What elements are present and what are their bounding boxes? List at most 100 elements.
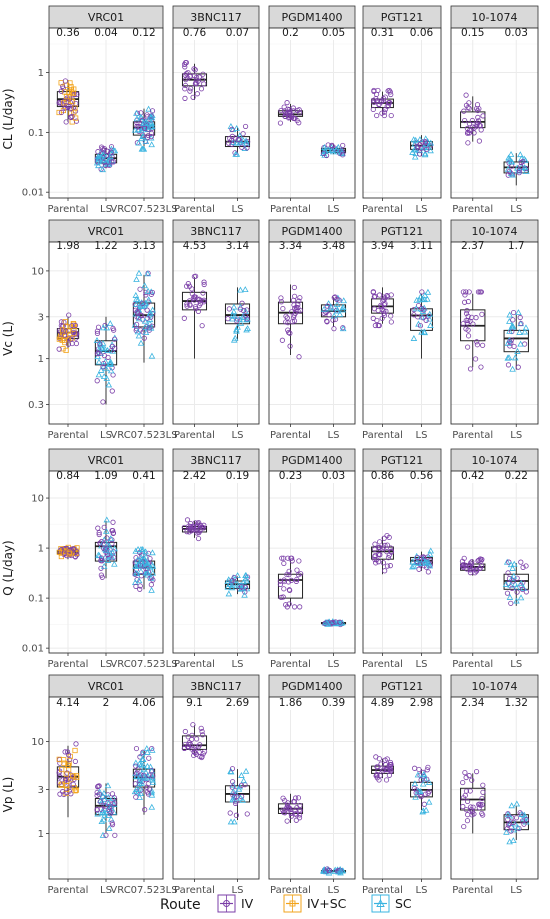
data-point-iv	[133, 794, 139, 800]
data-point-iv	[188, 86, 194, 92]
data-point-iv	[227, 810, 233, 816]
x-tick-label: LS	[328, 885, 340, 896]
data-point-iv	[191, 294, 198, 300]
data-point-ivsc	[63, 771, 69, 777]
data-point-iv	[380, 560, 386, 566]
x-tick-label: Parental	[174, 659, 215, 670]
data-point-iv	[425, 569, 431, 575]
data-point-sc	[93, 337, 101, 343]
data-point-iv	[183, 77, 189, 83]
data-point-iv	[231, 794, 238, 800]
median-label: 2.42	[183, 470, 206, 482]
data-point-sc	[237, 286, 244, 293]
data-point-iv	[383, 767, 389, 773]
median-label: 0.19	[226, 470, 249, 482]
data-point-iv	[416, 566, 422, 572]
data-point-iv	[518, 159, 524, 166]
median-label: 3.34	[279, 240, 303, 252]
data-point-iv	[132, 571, 138, 577]
data-point-iv	[381, 766, 387, 772]
data-point-sc	[417, 293, 424, 300]
data-point-sc	[507, 581, 514, 588]
panel-background	[173, 28, 259, 198]
data-point-iv	[293, 304, 299, 310]
data-point-sc	[103, 527, 110, 534]
data-point-sc	[135, 139, 142, 146]
data-point-iv	[476, 557, 482, 563]
data-point-sc	[333, 145, 341, 152]
data-point-iv	[69, 340, 75, 347]
data-point-iv	[479, 311, 485, 317]
facet-panel: PGDM1400 3.34 3.48 Parental LS	[268, 219, 356, 441]
data-point-iv	[463, 92, 469, 98]
data-point-sc	[241, 591, 248, 598]
data-point-iv	[374, 112, 380, 119]
data-point-iv	[382, 94, 388, 100]
data-point-sc	[106, 320, 114, 327]
data-point-iv	[229, 784, 235, 790]
data-point-iv	[193, 306, 199, 312]
data-point-sc	[339, 325, 347, 332]
data-point-sc	[320, 867, 327, 874]
x-tick-label: VRC07.523LS	[110, 430, 177, 441]
data-point-sc	[148, 746, 156, 753]
panel-border	[268, 27, 356, 199]
data-point-sc	[134, 126, 142, 133]
data-point-iv	[198, 86, 205, 92]
data-point-iv	[474, 339, 480, 345]
data-point-iv	[110, 530, 116, 537]
data-point-iv	[291, 799, 298, 805]
data-point-iv	[239, 584, 245, 590]
data-point-iv	[376, 544, 382, 551]
data-point-iv	[340, 142, 346, 149]
data-point-iv	[296, 354, 302, 360]
legend-title: Route	[160, 897, 201, 913]
data-point-sc	[104, 782, 112, 789]
y-tick-label: 1	[38, 544, 44, 555]
facet-panel: 10-1074 2.34 1.32 Parental LS	[450, 674, 539, 896]
y-axis-label: Vp (L)	[1, 777, 15, 813]
median-label: 0.31	[371, 27, 394, 39]
data-point-iv	[322, 620, 328, 627]
x-tick-label: Parental	[48, 659, 89, 670]
data-point-sc	[133, 115, 141, 122]
data-point-iv	[191, 752, 197, 759]
data-point-iv	[460, 803, 466, 810]
data-point-iv	[516, 167, 522, 173]
data-point-iv	[285, 327, 291, 333]
data-point-sc	[320, 305, 328, 312]
data-point-iv	[324, 319, 330, 325]
data-point-sc	[517, 579, 525, 586]
median-label: 3.11	[410, 240, 433, 252]
x-tick-label: LS	[232, 659, 244, 670]
data-point-sc	[326, 305, 334, 312]
data-point-iv	[190, 94, 196, 100]
data-point-iv	[134, 321, 140, 328]
data-point-sc	[521, 328, 529, 335]
data-point-sc	[94, 153, 102, 160]
data-point-iv	[240, 131, 246, 137]
data-point-sc	[412, 793, 419, 800]
data-point-sc	[414, 771, 422, 778]
data-point-iv	[468, 804, 474, 810]
data-point-iv	[97, 540, 103, 546]
data-point-iv	[98, 572, 104, 578]
data-point-iv	[507, 339, 513, 345]
data-point-iv	[201, 279, 207, 285]
data-point-iv	[58, 109, 65, 116]
data-point-iv	[292, 807, 298, 813]
data-point-sc	[104, 557, 112, 563]
data-point-sc	[98, 818, 106, 825]
data-point-iv	[417, 561, 423, 568]
data-point-iv	[186, 744, 192, 750]
data-point-sc	[227, 818, 235, 825]
data-point-sc	[100, 373, 108, 380]
facet-title: PGT121	[381, 454, 423, 467]
data-point-iv	[506, 575, 513, 582]
data-point-iv	[142, 807, 148, 813]
x-tick-label: LS	[510, 430, 522, 441]
data-point-iv	[281, 586, 287, 592]
data-point-iv	[505, 822, 511, 828]
data-point-sc	[243, 326, 250, 333]
y-tick-label: 10	[31, 737, 44, 748]
